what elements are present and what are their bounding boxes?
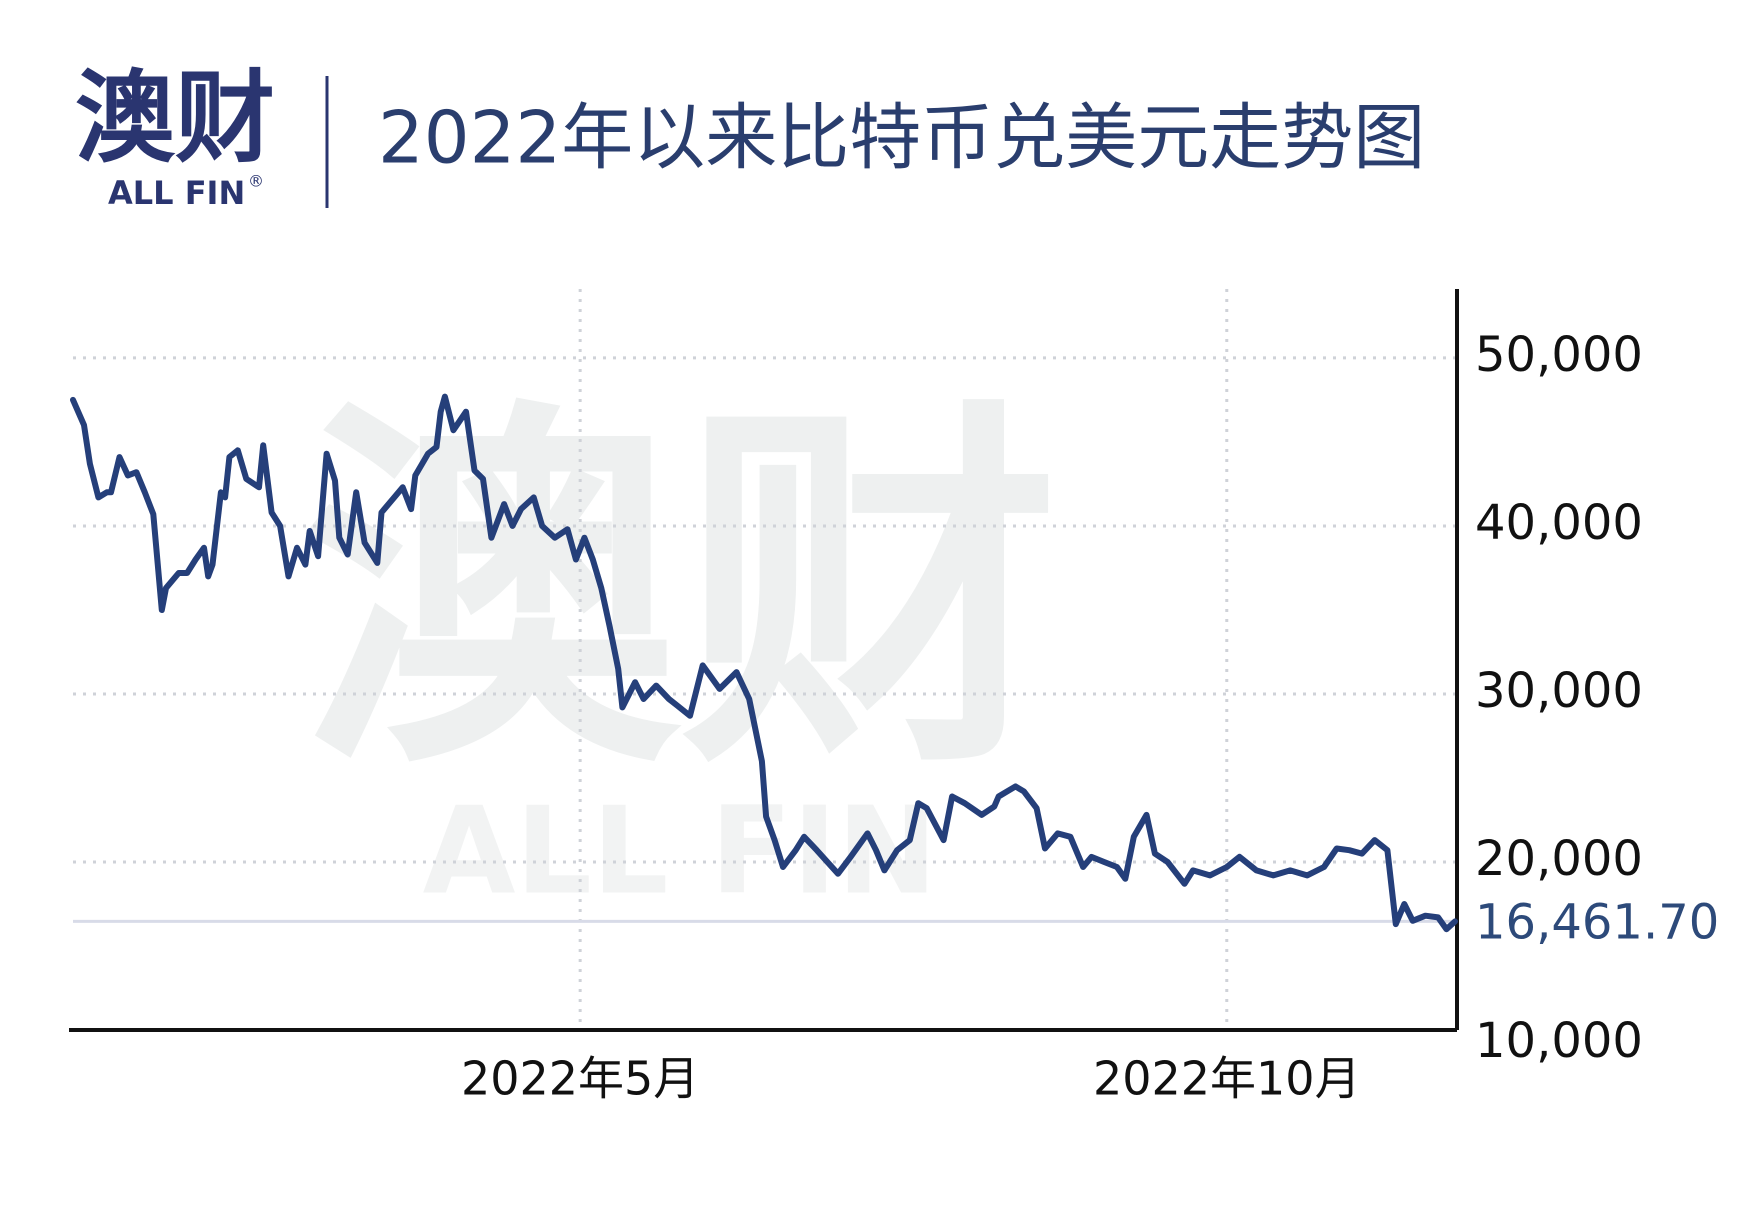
y-tick-label: 20,000 [1475,831,1643,887]
y-tick-label: 30,000 [1475,663,1643,719]
y-tick-label: 10,000 [1475,1013,1643,1069]
latest-label: 16,461.70 [1475,894,1719,950]
logo-sub: ALL FIN [108,174,245,212]
y-tick-label: 50,000 [1475,327,1643,383]
chart-title: 2022年以来比特币兑美元走势图 [378,96,1425,180]
y-tick-label: 40,000 [1475,495,1643,551]
price-line [70,393,1458,933]
x-tick-label: 2022年5月 [461,1052,699,1106]
watermark-sub: ALL FIN [423,783,938,922]
logo: 澳财 [75,59,275,176]
watermark: 澳财 [300,371,1060,814]
logo-mark: ® [248,172,264,191]
x-tick-label: 2022年10月 [1093,1052,1361,1106]
